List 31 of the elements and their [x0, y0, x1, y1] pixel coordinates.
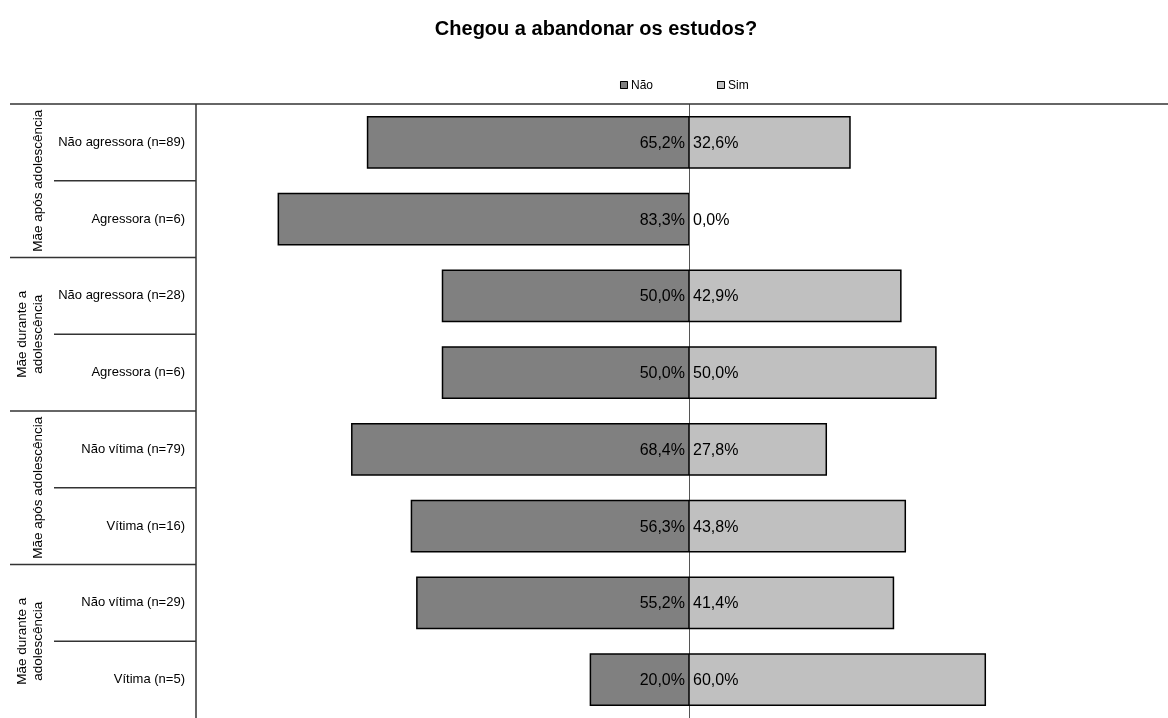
data-label: 27,8%: [693, 440, 739, 458]
data-label: 32,6%: [693, 133, 739, 151]
text: Mãe após adolescência: [29, 109, 45, 252]
y-tick-label: Vítima (n=5): [113, 671, 185, 687]
data-label: 50,0%: [639, 364, 685, 382]
data-label: 50,0%: [639, 287, 685, 305]
data-label: 43,8%: [693, 517, 739, 535]
y-tick-label: Não agressora (n=28): [58, 287, 185, 303]
text: Mãe durante a adolescência: [13, 290, 45, 378]
data-label: 65,2%: [639, 133, 685, 151]
data-label: 0,0%: [693, 210, 730, 228]
data-label: 68,4%: [639, 440, 685, 458]
text: Mãe após adolescência: [29, 416, 45, 559]
legend-label: Sim: [728, 78, 749, 93]
data-label: 42,9%: [693, 287, 739, 305]
data-label: 56,3%: [639, 517, 685, 535]
y-tick-label: Não agressora (n=89): [58, 133, 185, 149]
chart-title: Chegou a abandonar os estudos?: [434, 17, 758, 39]
data-label: 60,0%: [693, 671, 739, 689]
y-tick-label: Vítima (n=16): [106, 517, 185, 533]
data-label: 55,2%: [639, 594, 685, 612]
data-label: 83,3%: [639, 210, 685, 228]
y-tick-label: Não vítima (n=29): [81, 594, 185, 610]
text: Mãe durante a adolescência: [13, 597, 45, 685]
y-tick-label: Agressora (n=6): [91, 210, 185, 226]
legend-label: Não: [630, 78, 654, 93]
data-label: 50,0%: [693, 364, 739, 382]
data-label: 41,4%: [693, 594, 739, 612]
y-tick-label: Não vítima (n=79): [81, 440, 185, 456]
data-label: 20,0%: [639, 671, 685, 689]
y-tick-label: Agressora (n=6): [91, 364, 185, 380]
